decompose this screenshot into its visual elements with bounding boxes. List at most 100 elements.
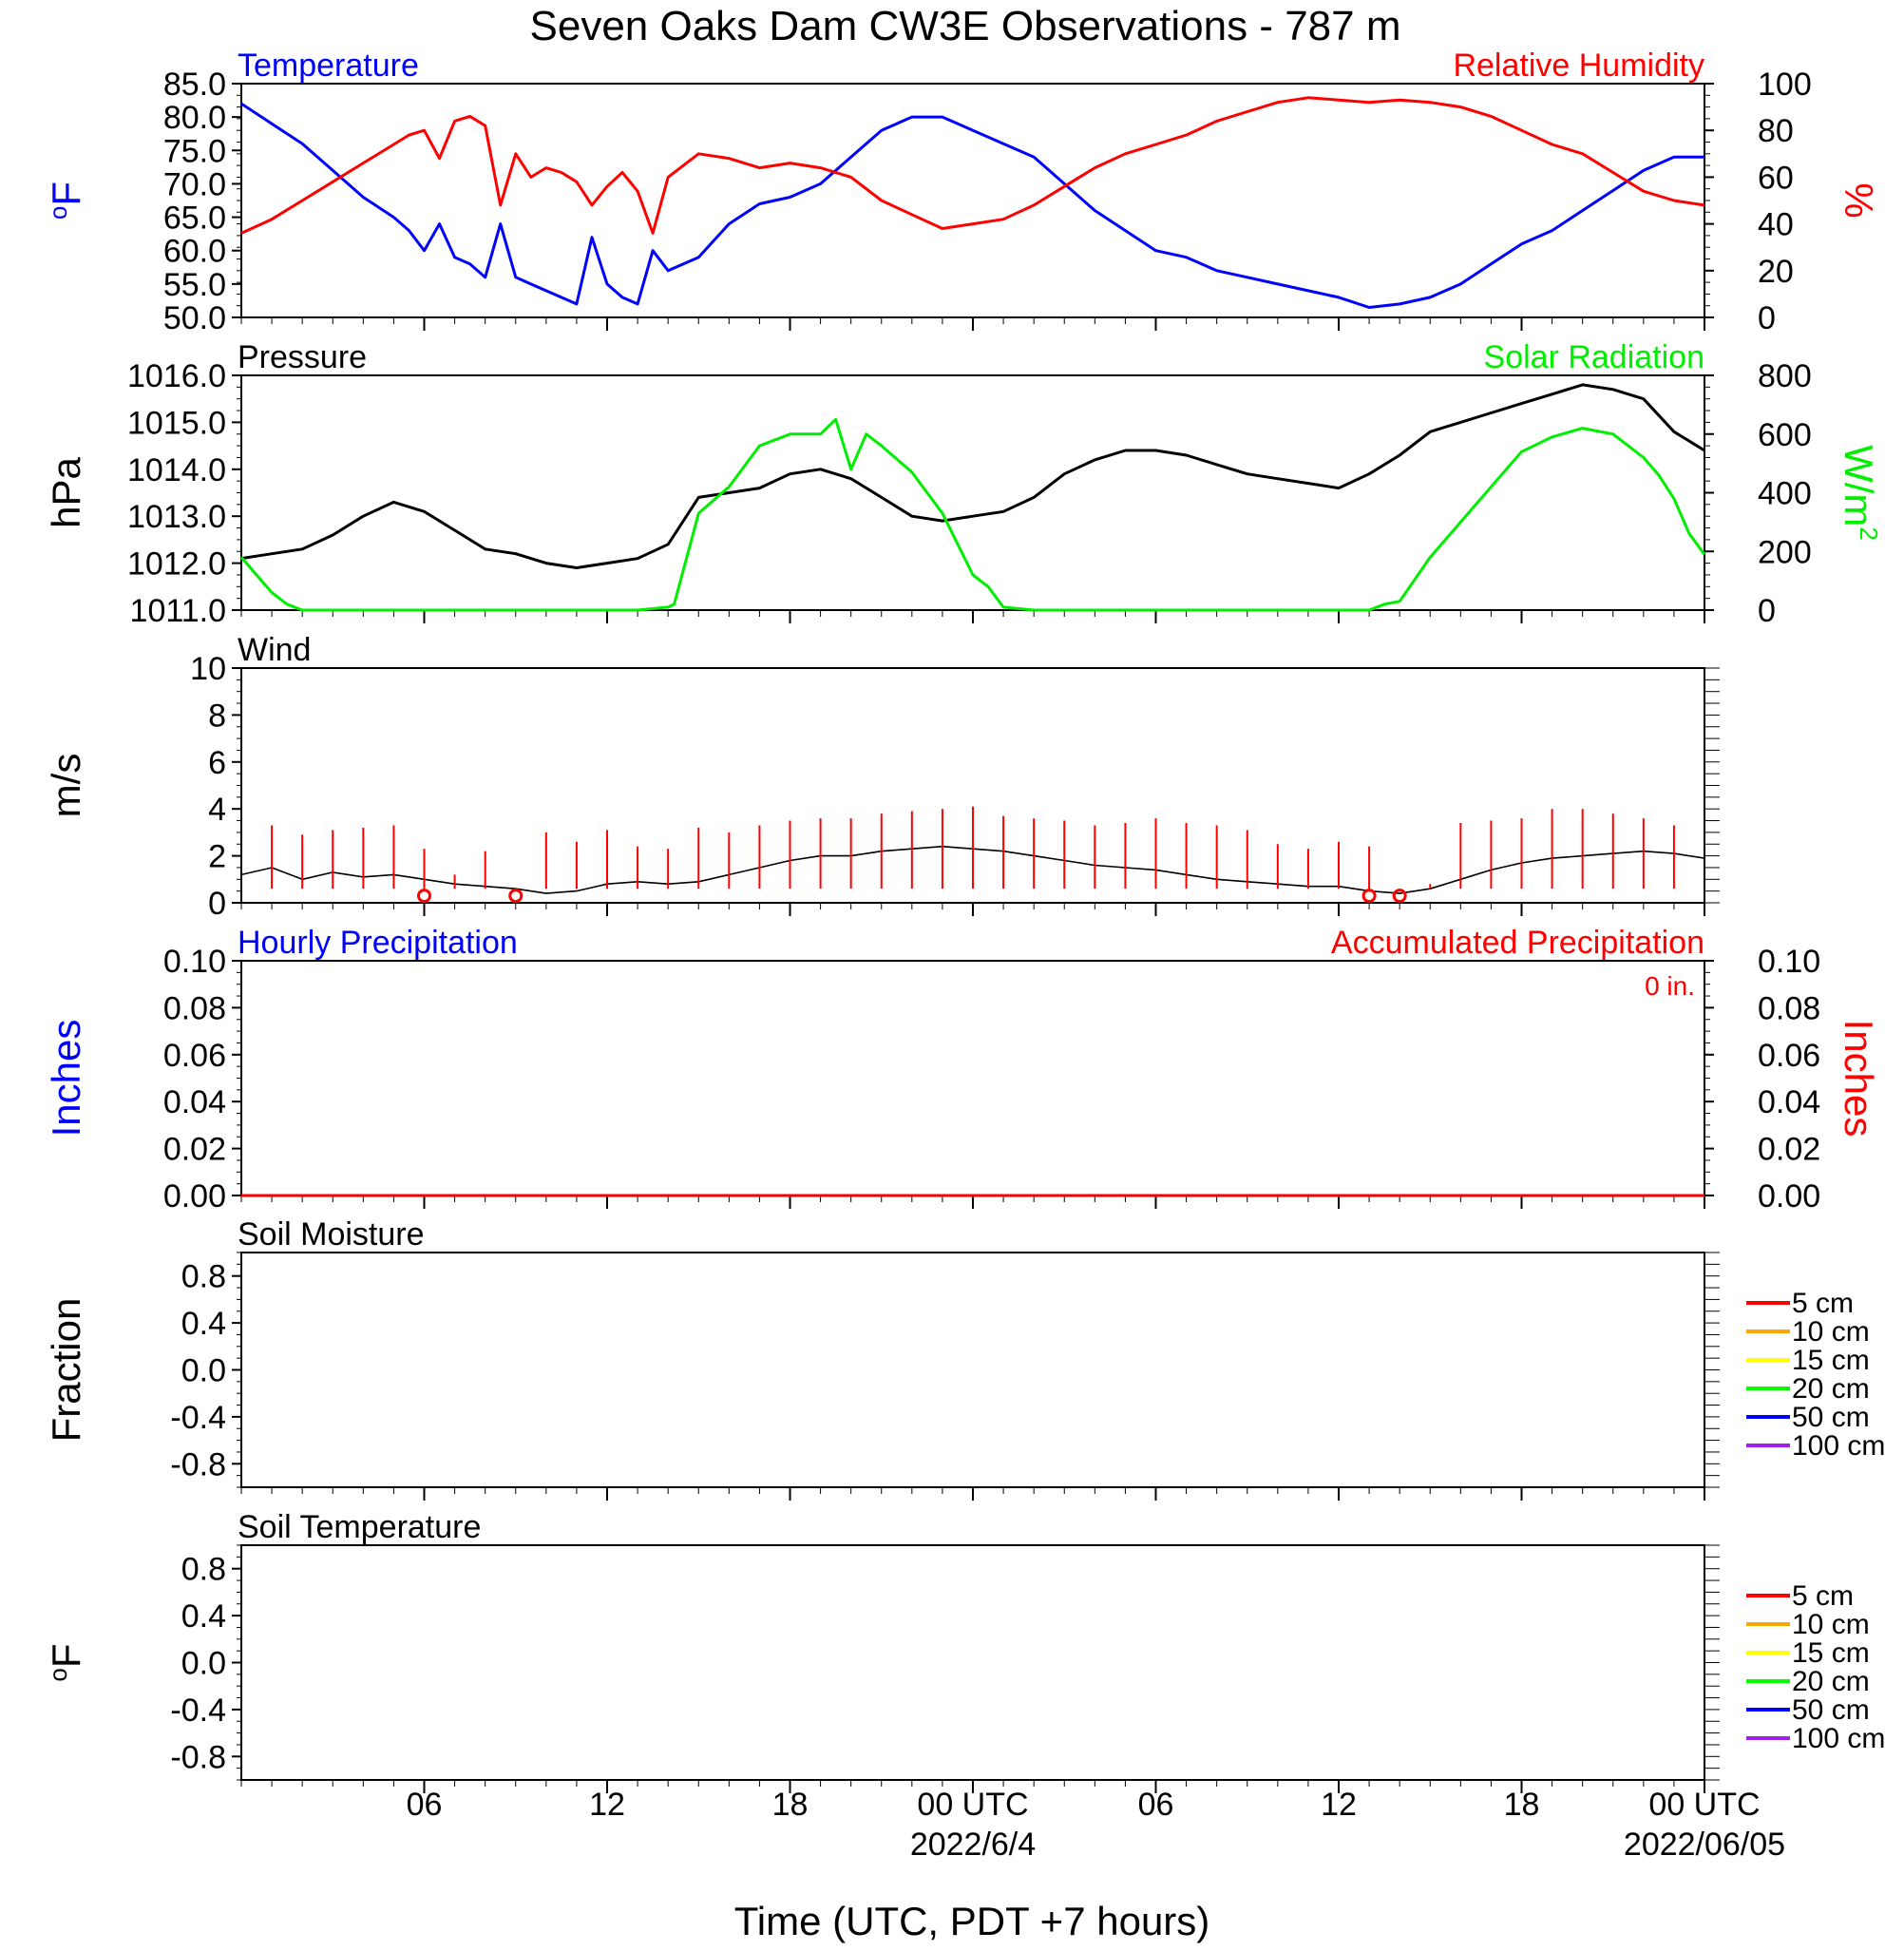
degree-sup: o xyxy=(44,1668,72,1681)
y-tick-label: 0.0 xyxy=(181,1353,226,1389)
panel-pressure-solar: 1016.0 1015.0 1014.0 1013.0 1012.0 1011.0 800 6… xyxy=(44,339,1883,629)
y-right-axis-label: W/m2 xyxy=(1837,445,1883,541)
y-tick-label: 50.0 xyxy=(163,300,226,336)
y-right-tick-label: 60 xyxy=(1758,160,1794,196)
y-tick-label: 0.10 xyxy=(163,944,226,980)
y-right-tick-label: 100 xyxy=(1758,67,1812,103)
y-right-tick-label: 0 xyxy=(1758,300,1776,336)
panel-title-left: Wind xyxy=(238,632,311,668)
x-tick-label: 00 UTC xyxy=(1648,1787,1760,1823)
unit-letter: F xyxy=(44,182,88,206)
legend-label: 100 cm xyxy=(1792,1430,1885,1462)
legend-label: 20 cm xyxy=(1792,1373,1870,1405)
y-tick-label: 1012.0 xyxy=(127,546,226,583)
y-right-tick-label: 600 xyxy=(1758,417,1812,453)
calm-wind-marker xyxy=(1361,889,1377,904)
x-tick-label: 18 xyxy=(1504,1787,1540,1823)
legend-label: 50 cm xyxy=(1792,1694,1870,1726)
x-tick-label: 12 xyxy=(1321,1787,1357,1823)
x-tick-label: 18 xyxy=(772,1787,809,1823)
series-line xyxy=(239,417,1706,612)
panel-precipitation: 0.10 0.08 0.06 0.04 0.02 0.00 0.10 0.08 0.06 0.04… xyxy=(44,925,1881,1215)
calm-wind-marker xyxy=(508,889,524,904)
y-right-tick-label: 20 xyxy=(1758,254,1794,290)
time-axis: 06 12 18 00 UTC 06 12 18 00 UTC 2022/6/4 2022/06/… xyxy=(407,1787,1786,1863)
legend-label: 5 cm xyxy=(1792,1288,1854,1319)
calm-wind-marker xyxy=(1392,889,1407,904)
legend-label: 10 cm xyxy=(1792,1316,1870,1348)
y-tick-label: 0.08 xyxy=(163,990,226,1026)
y-right-tick-label: 0 xyxy=(1758,593,1776,629)
y-tick-label: 6 xyxy=(208,745,226,781)
plot-frame xyxy=(240,960,1705,1196)
plot-frame xyxy=(240,1252,1705,1488)
x-tick-label: 06 xyxy=(1138,1787,1174,1823)
y-tick-label: 0.8 xyxy=(181,1552,226,1588)
y-tick-label: 4 xyxy=(208,792,226,828)
figure-title: Seven Oaks Dam CW3E Observations - 787 m xyxy=(530,3,1401,49)
y-tick-label: 80.0 xyxy=(163,100,226,136)
y-right-tick-label: 400 xyxy=(1758,476,1812,512)
y-tick-label: 0 xyxy=(208,886,226,922)
legend-label: 50 cm xyxy=(1792,1402,1870,1433)
y-right-tick-label: 0.10 xyxy=(1758,944,1820,980)
x-date-label: 2022/06/05 xyxy=(1624,1827,1785,1863)
y-tick-label: 0.02 xyxy=(163,1132,226,1168)
y-tick-label: 1013.0 xyxy=(127,499,226,535)
y-right-tick-label: 80 xyxy=(1758,113,1794,149)
y-axis-label: hPa xyxy=(44,456,88,527)
unit-text: W/m xyxy=(1837,445,1881,526)
panel-title-right: Relative Humidity xyxy=(1453,48,1704,84)
series-line xyxy=(240,96,1705,235)
y-tick-label: 0.4 xyxy=(181,1306,226,1342)
panel-temperature-humidity: 85.080.075.070.065.060.055.050.0 100 80 60 4… xyxy=(44,48,1881,336)
panel-title-left: Temperature xyxy=(238,48,419,84)
panel-soil-moisture: 0.8 0.4 0.0 -0.4 -0.8 Soil Moisture Fraction 5 … xyxy=(44,1216,1885,1501)
y-tick-label: 1015.0 xyxy=(127,405,226,441)
y-right-tick-label: 0.02 xyxy=(1758,1132,1820,1168)
y-tick-label: 2 xyxy=(208,839,226,875)
plot-frame xyxy=(240,1544,1705,1781)
y-tick-label: 0.8 xyxy=(181,1259,226,1295)
y-axis-label: m/s xyxy=(44,754,88,818)
y-tick-label: 65.0 xyxy=(163,201,226,237)
y-tick-label: 0.00 xyxy=(163,1178,226,1215)
y-tick-label: -0.8 xyxy=(170,1446,226,1482)
panel-title-left: Pressure xyxy=(238,339,367,375)
calm-wind-marker xyxy=(417,889,431,904)
unit-sup: 2 xyxy=(1855,526,1883,540)
legend-label: 15 cm xyxy=(1792,1345,1870,1376)
legend-label: 5 cm xyxy=(1792,1580,1854,1612)
y-right-axis-label: Inches xyxy=(1837,1020,1881,1138)
y-tick-label: 1011.0 xyxy=(130,593,226,629)
y-axis-label: oF xyxy=(44,1643,88,1681)
y-axis-label: Fraction xyxy=(44,1298,88,1443)
y-right-tick-label: 0.00 xyxy=(1758,1178,1820,1215)
y-tick-label: 0.06 xyxy=(163,1038,226,1074)
x-tick-label: 00 UTC xyxy=(917,1787,1028,1823)
series-line xyxy=(240,383,1705,569)
panel-title-left: Soil Temperature xyxy=(238,1509,481,1545)
panel-title-right: Accumulated Precipitation xyxy=(1331,925,1704,961)
series-line xyxy=(240,102,1704,309)
y-tick-label: 10 xyxy=(190,651,226,687)
y-tick-label: 1016.0 xyxy=(127,358,226,394)
legend-label: 100 cm xyxy=(1792,1723,1885,1754)
x-tick-label: 12 xyxy=(589,1787,625,1823)
x-tick-label: 06 xyxy=(407,1787,443,1823)
y-axis-label: oF xyxy=(44,182,88,220)
y-right-axis-label: % xyxy=(1837,182,1881,218)
y-tick-label: 8 xyxy=(208,698,226,734)
degree-sup: o xyxy=(44,206,72,220)
y-tick-label: 1014.0 xyxy=(127,452,226,488)
legend-label: 15 cm xyxy=(1792,1637,1870,1669)
y-tick-label: -0.4 xyxy=(170,1400,226,1436)
y-right-tick-label: 0.04 xyxy=(1758,1084,1820,1120)
panel-wind: 10 8 6 4 2 0 Wind m/s xyxy=(44,632,1720,922)
y-tick-label: 0.0 xyxy=(181,1646,226,1682)
y-right-tick-label: 200 xyxy=(1758,534,1812,570)
y-tick-label: 75.0 xyxy=(163,133,226,169)
y-right-tick-label: 40 xyxy=(1758,207,1794,243)
y-right-tick-label: 800 xyxy=(1758,358,1812,394)
